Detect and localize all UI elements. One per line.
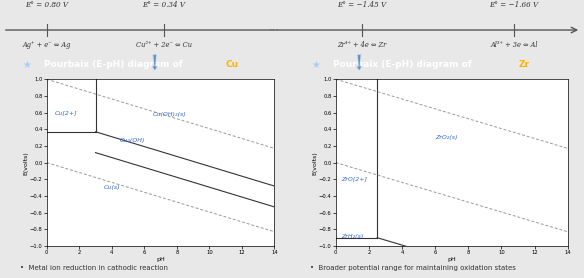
Text: ZrO₂(s): ZrO₂(s) [435,135,458,140]
Y-axis label: E(volts): E(volts) [23,151,29,175]
Text: Al³⁺ + 3e ⇔ Al: Al³⁺ + 3e ⇔ Al [490,41,538,49]
Text: E° = 0.34 V: E° = 0.34 V [142,1,185,9]
Text: E° = −1.66 V: E° = −1.66 V [489,1,538,9]
Text: ···: ··· [269,25,280,35]
Text: Ag⁺ + e⁻ ⇔ Ag: Ag⁺ + e⁻ ⇔ Ag [23,41,71,49]
Text: E° = −1.45 V: E° = −1.45 V [338,1,387,9]
Text: Cu(s): Cu(s) [104,185,120,190]
Text: Pourbaix (E-pH) diagram of: Pourbaix (E-pH) diagram of [333,60,475,69]
Text: Pourbaix (E-pH) diagram of: Pourbaix (E-pH) diagram of [44,60,186,69]
Text: ZrO[2+]: ZrO[2+] [341,177,367,182]
Y-axis label: E(volts): E(volts) [312,151,318,175]
Text: Cu₂(OH): Cu₂(OH) [120,138,145,143]
Text: •  Broader potential range for maintaining oxidation states: • Broader potential range for maintainin… [310,265,516,271]
Text: Cu(OH)₂(s): Cu(OH)₂(s) [152,112,186,117]
Text: Zr: Zr [518,60,529,69]
Text: ★: ★ [23,60,32,70]
Text: Zr⁴⁺ + 4e ⇔ Zr: Zr⁴⁺ + 4e ⇔ Zr [338,41,387,49]
X-axis label: pH: pH [447,257,456,262]
Text: E° = 0.80 V: E° = 0.80 V [25,1,68,9]
Text: Cu[2+]: Cu[2+] [55,110,78,115]
Text: Cu²⁺ + 2e⁻ ⇔ Cu: Cu²⁺ + 2e⁻ ⇔ Cu [135,41,192,49]
Text: •  Metal ion reduction in cathodic reaction: • Metal ion reduction in cathodic reacti… [20,265,168,271]
Text: ZrH₂(s): ZrH₂(s) [341,234,363,239]
Text: Cu: Cu [226,60,239,69]
X-axis label: pH: pH [157,257,165,262]
Text: ★: ★ [312,60,321,70]
